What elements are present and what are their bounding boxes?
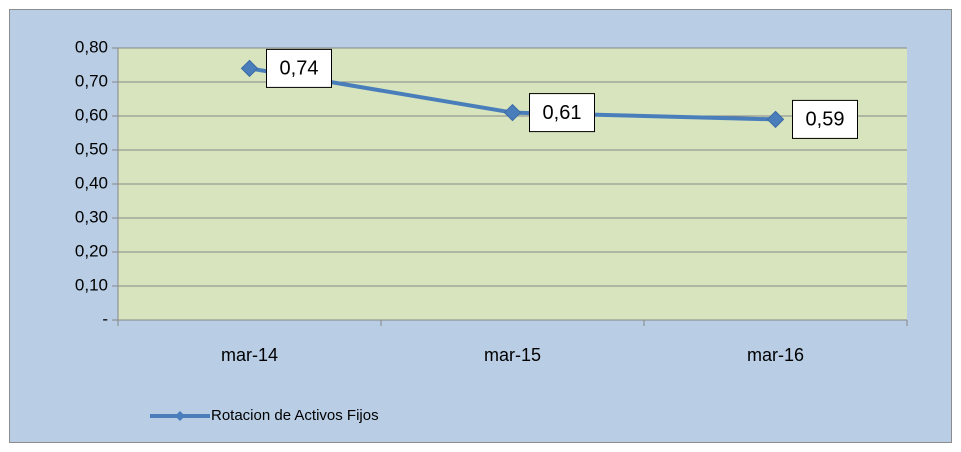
- data-label-box: [529, 93, 595, 133]
- x-tick-label: mar-15: [484, 345, 541, 365]
- y-tick-label: 0,20: [75, 241, 108, 260]
- y-tick-label: 0,40: [75, 173, 108, 192]
- x-tick-label: mar-16: [747, 345, 804, 365]
- x-tick-label: mar-14: [221, 345, 278, 365]
- y-tick-label: -: [102, 309, 108, 328]
- data-label-box: [792, 99, 858, 139]
- y-tick-label: 0,80: [75, 37, 108, 56]
- data-label: 0,61: [543, 102, 582, 124]
- data-label: 0,74: [280, 58, 319, 80]
- legend-label: Rotacion de Activos Fijos: [211, 407, 379, 424]
- y-tick-label: 0,50: [75, 139, 108, 158]
- y-tick-label: 0,70: [75, 71, 108, 90]
- legend-marker: [175, 411, 185, 421]
- y-tick-label: 0,30: [75, 207, 108, 226]
- marker: [766, 110, 785, 129]
- marker: [240, 59, 259, 78]
- marker: [503, 103, 522, 122]
- data-label-box: [266, 48, 332, 88]
- y-tick-label: 0,10: [75, 275, 108, 294]
- data-label: 0,59: [806, 109, 845, 131]
- y-tick-label: 0,60: [75, 105, 108, 124]
